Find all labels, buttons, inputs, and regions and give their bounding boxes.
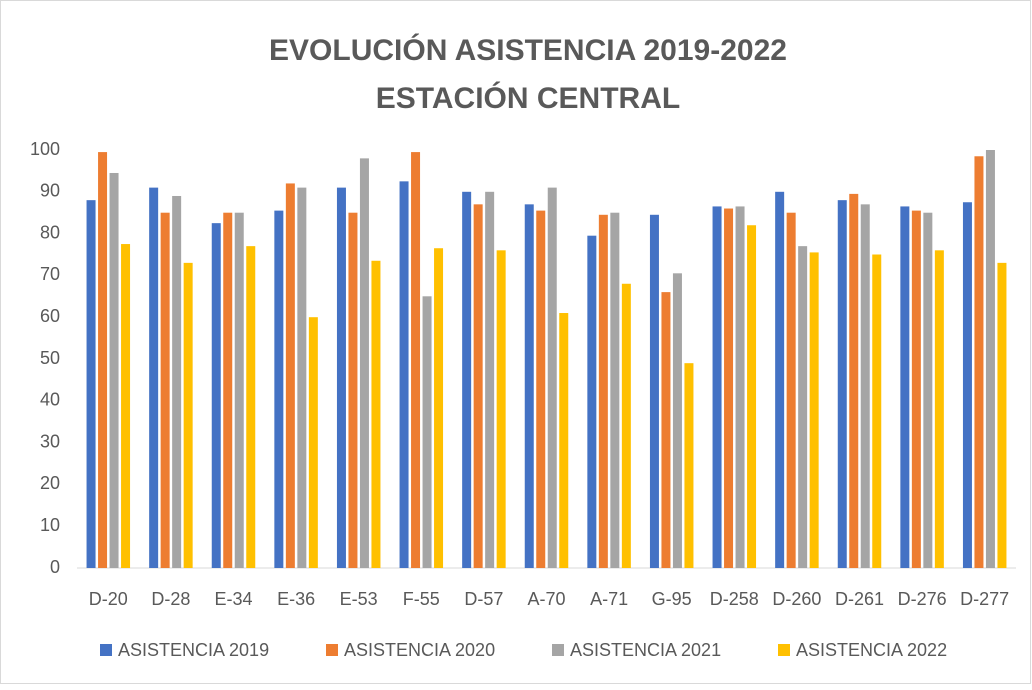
bar — [371, 260, 381, 568]
bar — [997, 262, 1007, 568]
bar — [672, 273, 682, 568]
bar — [747, 225, 757, 569]
bar — [934, 250, 944, 568]
bar — [837, 200, 847, 568]
bar — [149, 187, 159, 568]
bar — [587, 235, 597, 568]
bar — [359, 158, 369, 569]
legend-swatch — [326, 644, 338, 656]
bar — [348, 212, 358, 568]
bar — [985, 150, 995, 568]
bar — [962, 202, 972, 568]
bar — [712, 206, 722, 568]
bar — [274, 210, 284, 569]
legend-label: ASISTENCIA 2019 — [118, 640, 269, 660]
bar — [872, 254, 882, 568]
y-tick-label: 70 — [40, 264, 60, 284]
bar — [724, 208, 734, 568]
bar — [86, 200, 96, 568]
bar — [462, 191, 472, 569]
bar — [849, 193, 859, 568]
y-tick-label: 100 — [30, 139, 60, 159]
y-tick-label: 60 — [40, 306, 60, 326]
x-tick-label: A-70 — [527, 589, 565, 609]
bar — [121, 244, 131, 569]
x-tick-label: F-55 — [403, 589, 440, 609]
bar — [183, 262, 193, 568]
x-tick-label: D-276 — [898, 589, 947, 609]
y-tick-label: 50 — [40, 348, 60, 368]
bar — [923, 212, 933, 568]
bar — [786, 212, 796, 568]
bar — [308, 317, 318, 568]
bar — [336, 187, 346, 568]
chart-subtitle: ESTACIÓN CENTRAL — [376, 81, 680, 115]
legend-label: ASISTENCIA 2022 — [796, 640, 947, 660]
bar — [434, 248, 444, 569]
bar — [422, 296, 432, 568]
bar — [223, 212, 233, 568]
chart-title: EVOLUCIÓN ASISTENCIA 2019-2022 — [269, 33, 787, 67]
x-tick-label: D-277 — [960, 589, 1009, 609]
bar — [621, 283, 631, 568]
y-tick-label: 80 — [40, 222, 60, 242]
bar — [610, 212, 620, 568]
bar — [735, 206, 745, 568]
x-tick-label: E-53 — [340, 589, 378, 609]
bar — [496, 250, 506, 568]
bar — [246, 246, 256, 568]
x-tick-label: D-261 — [835, 589, 884, 609]
x-tick-label: E-34 — [214, 589, 252, 609]
y-tick-label: 0 — [50, 557, 60, 577]
x-tick-label: A-71 — [590, 589, 628, 609]
bar — [809, 252, 819, 568]
y-tick-label: 10 — [40, 515, 60, 535]
x-tick-label: D-28 — [151, 589, 190, 609]
bar — [860, 204, 870, 568]
y-tick-label: 30 — [40, 431, 60, 451]
bar — [399, 181, 409, 568]
x-tick-label: E-36 — [277, 589, 315, 609]
bar — [974, 156, 984, 568]
bar — [649, 214, 659, 569]
x-tick-label: D-260 — [772, 589, 821, 609]
bar — [411, 152, 421, 568]
legend-swatch — [100, 644, 112, 656]
bar — [234, 212, 244, 568]
x-tick-label: G-95 — [652, 589, 692, 609]
bar — [798, 246, 808, 568]
bar — [661, 292, 671, 568]
legend-swatch — [552, 644, 564, 656]
bar — [160, 212, 170, 568]
bar — [900, 206, 910, 568]
legend-label: ASISTENCIA 2021 — [570, 640, 721, 660]
bar — [524, 204, 534, 568]
bar — [211, 223, 221, 568]
bar — [485, 191, 495, 569]
x-tick-label: D-258 — [710, 589, 759, 609]
bar — [536, 210, 546, 569]
bar — [775, 191, 785, 569]
bar — [98, 152, 108, 568]
x-tick-label: D-57 — [464, 589, 503, 609]
bar — [684, 363, 694, 568]
bar — [559, 313, 569, 568]
y-tick-label: 20 — [40, 473, 60, 493]
bar — [297, 187, 307, 568]
bar — [285, 183, 295, 568]
legend-label: ASISTENCIA 2020 — [344, 640, 495, 660]
bar — [109, 172, 119, 569]
bar — [473, 204, 483, 568]
bar — [598, 214, 608, 569]
bar — [172, 195, 182, 569]
bar — [911, 210, 921, 569]
x-tick-label: D-20 — [89, 589, 128, 609]
y-tick-label: 40 — [40, 390, 60, 410]
bar — [547, 187, 557, 568]
y-tick-label: 90 — [40, 181, 60, 201]
legend-swatch — [778, 644, 790, 656]
